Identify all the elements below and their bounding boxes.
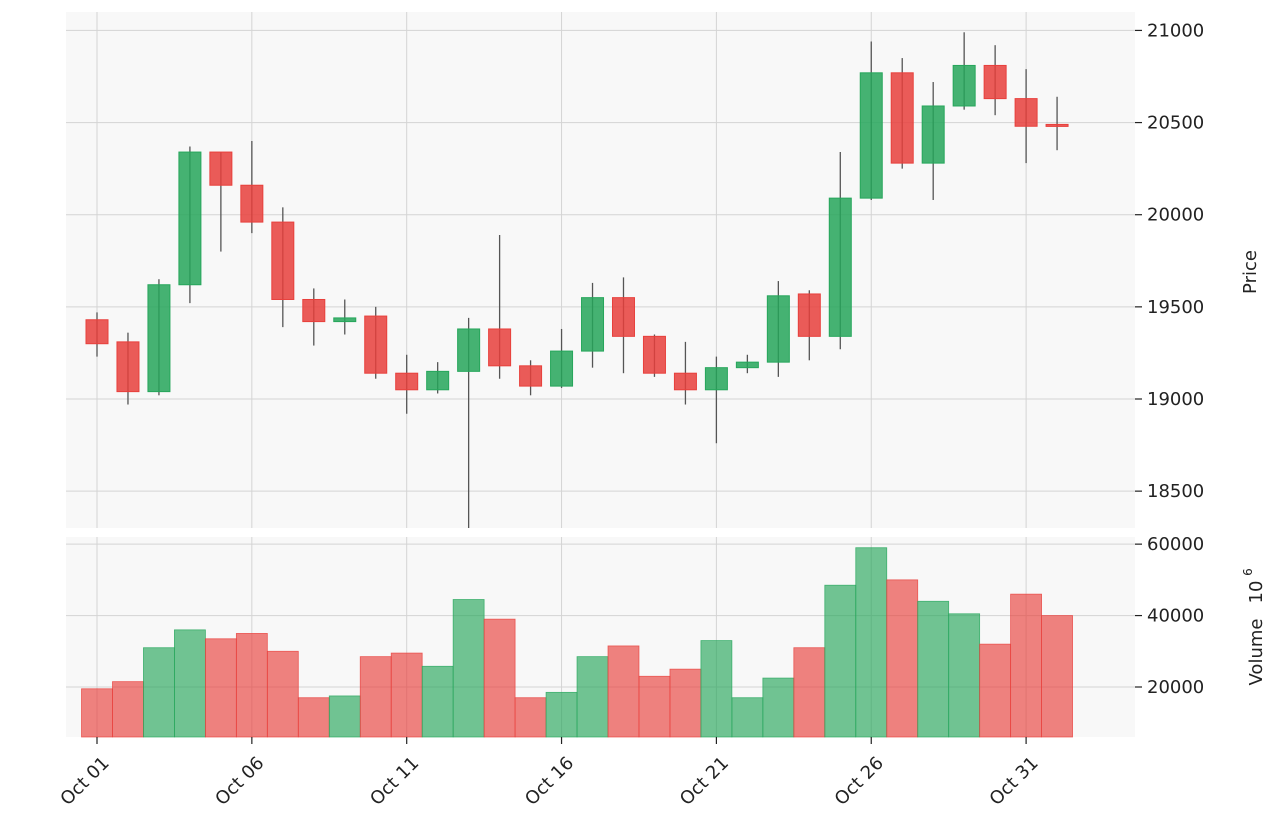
- price-axis-label: Price: [1240, 250, 1261, 294]
- volume-bar: [638, 675, 671, 738]
- volume-axis-exponent-base: 10: [1246, 581, 1267, 604]
- volume-bar: [669, 668, 702, 738]
- price-ytick-label: 19000: [1147, 389, 1204, 410]
- price-ytick-label: 21000: [1147, 20, 1204, 41]
- candle-body-down: [1045, 123, 1069, 127]
- candle-body-down: [488, 328, 512, 367]
- volume-bar: [174, 629, 206, 738]
- candle-body-down: [85, 319, 109, 345]
- candle-body-down: [519, 365, 543, 387]
- volume-bar: [359, 656, 392, 738]
- candle-body-up: [704, 367, 728, 391]
- candle-body-up: [735, 361, 759, 369]
- candle-body-down: [642, 335, 666, 374]
- x-tick-label: Oct 16: [521, 753, 578, 810]
- volume-bar: [607, 645, 640, 738]
- volume-bar: [545, 691, 578, 738]
- volume-bar: [328, 695, 361, 738]
- candle-body-up: [178, 151, 202, 286]
- candle-body-down: [1014, 98, 1038, 127]
- candle-body-up: [859, 72, 883, 199]
- volume-ytick-label: 40000: [1147, 606, 1204, 627]
- volume-bar: [793, 647, 826, 738]
- candle-body-down: [271, 221, 295, 300]
- x-tick-label: Oct 11: [366, 753, 423, 810]
- volume-bar: [948, 613, 981, 738]
- volume-bar: [266, 650, 299, 738]
- volume-bar: [143, 647, 175, 738]
- volume-bar: [1041, 615, 1073, 738]
- volume-bar: [855, 547, 888, 738]
- x-tick-label: Oct 26: [831, 753, 888, 810]
- x-tick-label: Oct 21: [676, 753, 733, 810]
- volume-panel: 20000 40000 60000: [66, 534, 1204, 738]
- candle-body-up: [457, 328, 481, 372]
- candle-body-up: [147, 284, 171, 393]
- volume-bar: [514, 697, 547, 738]
- candle-body-up: [921, 105, 945, 164]
- volume-bar: [1010, 593, 1042, 738]
- candle-body-down: [240, 184, 264, 223]
- candle-body-down: [983, 64, 1007, 100]
- volume-bar: [235, 633, 268, 738]
- volume-bar: [452, 599, 485, 738]
- price-panel: 18500 19000 19500 20000 20500 21000: [66, 12, 1204, 528]
- volume-bar: [297, 697, 330, 738]
- volume-ytick-label: 60000: [1147, 534, 1204, 555]
- candle-body-up: [952, 64, 976, 107]
- volume-bar: [483, 618, 516, 738]
- candle-body-down: [302, 298, 326, 323]
- volume-bar: [700, 640, 733, 738]
- volume-ytick-label: 20000: [1147, 677, 1204, 698]
- volume-bar: [731, 697, 764, 738]
- candle-body-up: [766, 295, 790, 363]
- volume-axis-exponent-power: 6: [1241, 568, 1255, 576]
- volume-bar: [762, 677, 795, 738]
- candle-body-up: [581, 297, 605, 352]
- x-axis: Oct 01 Oct 06 Oct 11 Oct 16 Oct 21 Oct 26 Oct …: [56, 737, 1043, 810]
- candle-body-down: [395, 372, 419, 391]
- candle-body-down: [797, 293, 821, 337]
- x-tick-label: Oct 01: [56, 753, 113, 810]
- candle-body-up: [333, 317, 357, 323]
- candle-body-up: [828, 197, 852, 337]
- volume-bar: [112, 681, 144, 738]
- candle-body-down: [890, 72, 914, 164]
- candle-body-down: [673, 372, 697, 391]
- price-ytick-label: 20500: [1147, 113, 1204, 134]
- price-ytick-label: 20000: [1147, 205, 1204, 226]
- volume-bar: [917, 600, 950, 738]
- volume-bar: [81, 688, 113, 738]
- volume-bar: [390, 652, 423, 738]
- price-ytick-label: 18500: [1147, 481, 1204, 502]
- price-ytick-label: 19500: [1147, 297, 1204, 318]
- candle-body-down: [364, 315, 388, 374]
- volume-bar: [576, 656, 609, 738]
- volume-axis-label: Volume: [1246, 619, 1267, 686]
- volume-bar: [204, 638, 237, 738]
- x-tick-label: Oct 31: [986, 753, 1043, 810]
- volume-bar: [886, 579, 919, 738]
- volume-bar: [824, 584, 857, 738]
- candle-body-up: [426, 370, 450, 391]
- x-tick-label: Oct 06: [211, 753, 268, 810]
- volume-bar: [421, 665, 454, 738]
- candle-body-down: [611, 297, 635, 337]
- candle-body-up: [550, 350, 574, 387]
- volume-bar: [979, 643, 1012, 738]
- candle-body-down: [209, 151, 233, 186]
- candle-body-down: [116, 341, 140, 393]
